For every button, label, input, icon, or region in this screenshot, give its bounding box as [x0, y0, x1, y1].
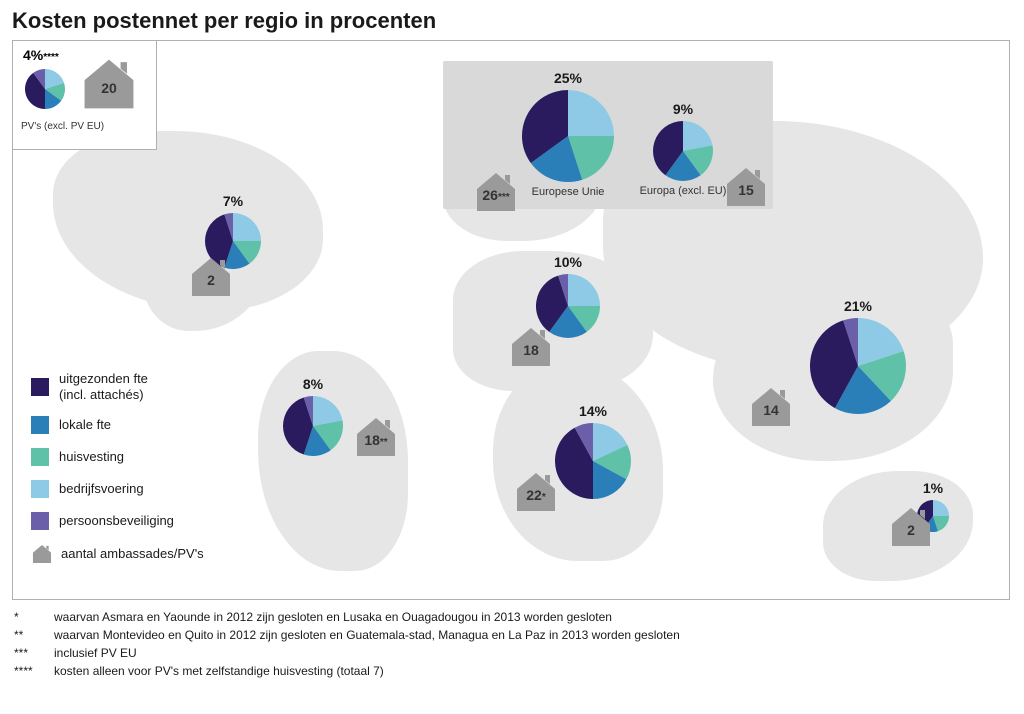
pct-label-europa-excl-eu: 9%: [673, 101, 693, 117]
footnote-stars: **: [14, 626, 54, 644]
footnote-stars: ****: [14, 662, 54, 680]
house-icon-europa-excl-eu: 15: [723, 166, 769, 208]
legend-item-huisvesting: huisvesting: [31, 448, 204, 466]
pie-south-america: 8%: [283, 396, 343, 456]
inset-pct: 4%****: [23, 47, 59, 63]
pie-sub-sahara: 14%: [555, 423, 631, 499]
legend-item-bedrijfsvoering: bedrijfsvoering: [31, 480, 204, 498]
legend-house-icon: [31, 544, 53, 564]
pct-label-sub-sahara: 14%: [579, 403, 607, 419]
legend-item-persoonsbeveiliging: persoonsbeveiliging: [31, 512, 204, 530]
house-number-europa-excl-eu: 15: [738, 182, 754, 198]
legend-swatch: [31, 378, 49, 396]
pie-europa-excl-eu: 9%Europa (excl. EU): [653, 121, 713, 181]
legend-swatch: [31, 512, 49, 530]
legend-item-uitgezonden_fte: uitgezonden fte(incl. attachés): [31, 371, 204, 402]
house-icon-sub-sahara: 22*: [513, 471, 559, 513]
pie-europese-unie: 25%Europese Unie: [522, 90, 614, 182]
legend-label: aantal ambassades/PV's: [61, 546, 204, 562]
house-number-sub-sahara: 22*: [526, 487, 545, 503]
house-icon-asia: 14: [748, 386, 794, 428]
house-number-europese-unie: 26***: [482, 187, 509, 203]
legend-swatch: [31, 448, 49, 466]
footnote-row: ** waarvan Montevideo en Quito in 2012 z…: [14, 626, 1010, 644]
landmass: [258, 351, 408, 571]
sublabel-europese-unie: Europese Unie: [532, 186, 605, 198]
inset-pie: [25, 96, 65, 113]
house-icon-oceania: 2: [888, 506, 934, 548]
house-number-north-america: 2: [207, 272, 215, 288]
house-icon-europese-unie: 26***: [473, 171, 519, 213]
pct-label-oceania: 1%: [923, 480, 943, 496]
pct-label-south-america: 8%: [303, 376, 323, 392]
legend-label: bedrijfsvoering: [59, 481, 144, 497]
legend-swatch: [31, 480, 49, 498]
pct-label-north-america: 7%: [223, 193, 243, 209]
legend: uitgezonden fte(incl. attachés) lokale f…: [31, 371, 204, 578]
sublabel-europa-excl-eu: Europa (excl. EU): [640, 185, 727, 197]
inset-pv-box: 4%**** 20 PV's (excl. PV EU): [12, 40, 157, 150]
footnote-text: kosten alleen voor PV's met zelfstandige…: [54, 662, 384, 680]
legend-label: lokale fte: [59, 417, 111, 433]
house-number-north-africa-me: 18: [523, 342, 539, 358]
footnote-stars: *: [14, 608, 54, 626]
footnote-text: inclusief PV EU: [54, 644, 137, 662]
pct-label-north-africa-me: 10%: [554, 254, 582, 270]
footnote-text: waarvan Asmara en Yaounde in 2012 zijn g…: [54, 608, 612, 626]
house-number-south-america: 18**: [364, 432, 387, 448]
inset-house-number: 20: [101, 80, 117, 96]
footnotes: * waarvan Asmara en Yaounde in 2012 zijn…: [14, 608, 1010, 680]
chart-title: Kosten postennet per regio in procenten: [0, 0, 1024, 40]
footnote-row: * waarvan Asmara en Yaounde in 2012 zijn…: [14, 608, 1010, 626]
footnote-text: waarvan Montevideo en Quito in 2012 zijn…: [54, 626, 680, 644]
footnote-stars: ***: [14, 644, 54, 662]
footnote-row: **** kosten alleen voor PV's met zelfsta…: [14, 662, 1010, 680]
inset-label: PV's (excl. PV EU): [21, 117, 148, 132]
house-number-asia: 14: [763, 402, 779, 418]
pct-label-europese-unie: 25%: [554, 70, 582, 86]
legend-label: uitgezonden fte(incl. attachés): [59, 371, 148, 402]
house-number-oceania: 2: [907, 522, 915, 538]
legend-item-house: aantal ambassades/PV's: [31, 544, 204, 564]
legend-swatch: [31, 416, 49, 434]
legend-label: persoonsbeveiliging: [59, 513, 174, 529]
footnote-row: *** inclusief PV EU: [14, 644, 1010, 662]
house-icon-north-america: 2: [188, 256, 234, 298]
pie-asia: 21%: [810, 318, 906, 414]
pct-label-asia: 21%: [844, 298, 872, 314]
legend-item-lokale_fte: lokale fte: [31, 416, 204, 434]
inset-house-icon: 20: [79, 57, 139, 111]
house-icon-north-africa-me: 18: [508, 326, 554, 368]
chart-frame: 4%**** 20 PV's (excl. PV EU) 7% 2 8% 18**…: [12, 40, 1010, 600]
house-icon-south-america: 18**: [353, 416, 399, 458]
legend-label: huisvesting: [59, 449, 124, 465]
